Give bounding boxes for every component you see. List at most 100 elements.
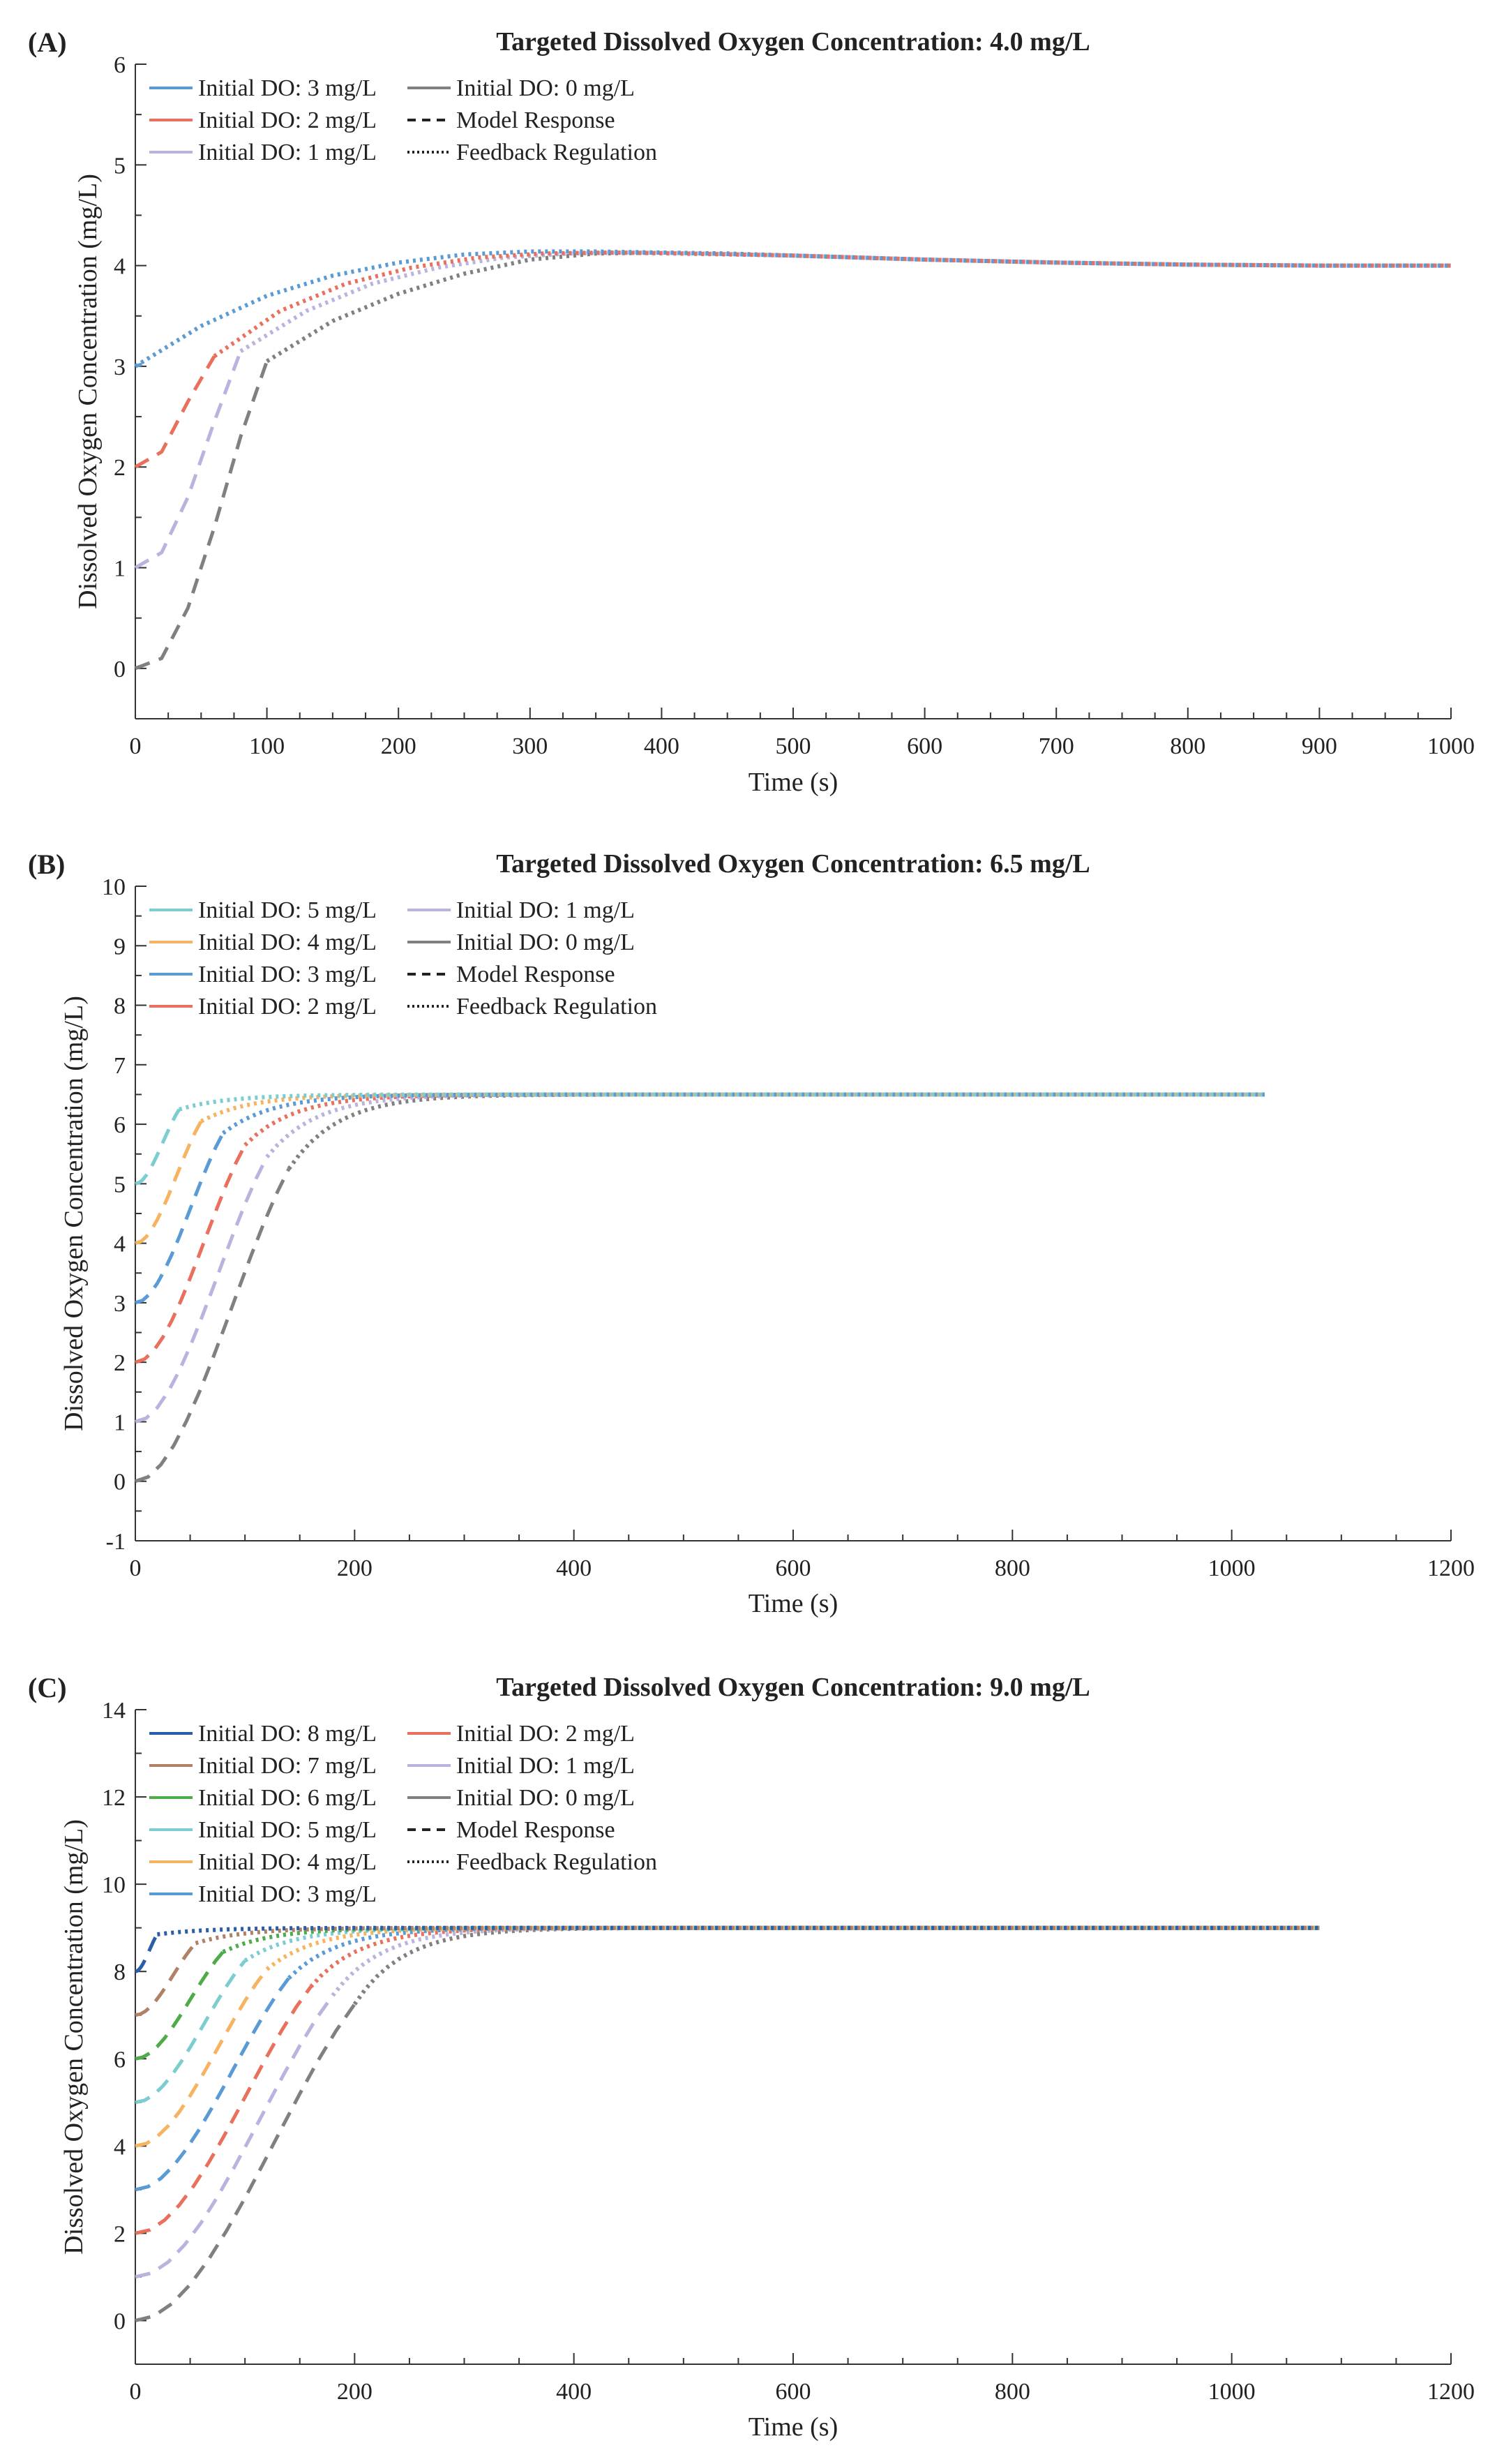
legend-entry: Feedback Regulation xyxy=(456,1849,657,1875)
panel-label: (B) xyxy=(28,849,65,880)
chart-title: Targeted Dissolved Oxygen Concentration:… xyxy=(496,27,1090,57)
feedback-regulation-line-0 xyxy=(352,1925,1320,2006)
x-tick-label: 100 xyxy=(249,733,285,759)
y-tick-label: 3 xyxy=(114,1291,126,1317)
x-tick-label: 0 xyxy=(130,733,142,759)
legend-entry: Initial DO: 7 mg/L xyxy=(198,1753,377,1779)
x-tick-label: 200 xyxy=(337,1555,373,1581)
model-response-line-2 xyxy=(134,355,216,469)
y-tick-label: 4 xyxy=(114,1232,126,1257)
y-tick-label: 2 xyxy=(114,455,126,481)
feedback-regulation-line-1 xyxy=(265,1092,1265,1158)
legend-entry: Feedback Regulation xyxy=(456,994,657,1020)
x-tick-label: 900 xyxy=(1302,733,1337,759)
x-tick-label: 300 xyxy=(512,733,548,759)
chart-title: Targeted Dissolved Oxygen Concentration:… xyxy=(496,849,1090,879)
x-tick-label: 1000 xyxy=(1208,2379,1256,2405)
y-tick-label: 12 xyxy=(102,1785,126,1811)
y-axis-label: Dissolved Oxygen Concentration (mg/L) xyxy=(59,996,89,1431)
y-tick-label: 2 xyxy=(114,1350,126,1376)
x-tick-label: 0 xyxy=(130,1555,142,1581)
chart-panel-b: (B) Targeted Dissolved Oxygen Concentrati… xyxy=(28,849,1475,1618)
feedback-regulation-line-1 xyxy=(331,1925,1320,1997)
feedback-regulation-line-8 xyxy=(157,1925,1320,1936)
legend-entry: Initial DO: 1 mg/L xyxy=(198,140,377,165)
x-tick-label: 400 xyxy=(644,733,679,759)
chart-title: Targeted Dissolved Oxygen Concentration:… xyxy=(496,1673,1090,1702)
y-tick-label: 10 xyxy=(102,874,126,900)
x-tick-label: 800 xyxy=(1170,733,1205,759)
y-tick-label: 4 xyxy=(114,2134,126,2160)
model-response-line-4 xyxy=(135,1968,269,2148)
x-tick-label: 800 xyxy=(995,2379,1030,2405)
chart-panel-c: (C) Targeted Dissolved Oxygen Concentrati… xyxy=(28,1672,1475,2442)
x-tick-label: 200 xyxy=(337,2379,373,2405)
legend-entry: Initial DO: 3 mg/L xyxy=(198,962,377,987)
legend-entry: Initial DO: 2 mg/L xyxy=(456,1721,635,1747)
panel-label: (C) xyxy=(28,1672,67,1703)
model-response-line-4 xyxy=(135,1120,203,1245)
legend-entry: Initial DO: 2 mg/L xyxy=(198,107,377,133)
feedback-regulation-line-1 xyxy=(239,250,1451,353)
y-tick-label: 2 xyxy=(114,2221,126,2247)
y-tick-label: 14 xyxy=(102,1698,126,1724)
model-response-line-8 xyxy=(135,1933,159,1973)
feedback-regulation-line-5 xyxy=(179,1092,1265,1112)
feedback-regulation-line-0 xyxy=(266,250,1451,364)
y-tick-label: 0 xyxy=(114,1470,126,1495)
model-response-line-2 xyxy=(135,1144,247,1364)
x-tick-label: 1000 xyxy=(1427,733,1475,759)
y-tick-label: 6 xyxy=(114,1112,126,1138)
x-tick-label: 1000 xyxy=(1208,1555,1256,1581)
y-tick-label: 5 xyxy=(114,1172,126,1197)
legend-entry: Model Response xyxy=(456,107,615,133)
x-tick-label: 800 xyxy=(995,1555,1030,1581)
model-response-line-1 xyxy=(134,350,243,569)
model-response-line-0 xyxy=(135,360,269,671)
x-axis-label: Time (s) xyxy=(749,768,838,797)
legend-entry: Initial DO: 5 mg/L xyxy=(198,1817,377,1843)
feedback-regulation-line-2 xyxy=(243,1092,1265,1147)
x-tick-label: 400 xyxy=(556,1555,592,1581)
legend-entry: Initial DO: 8 mg/L xyxy=(198,1721,377,1747)
feedback-regulation-line-3 xyxy=(221,1092,1265,1135)
y-axis-label: Dissolved Oxygen Concentration (mg/L) xyxy=(73,174,103,609)
legend-entry: Initial DO: 1 mg/L xyxy=(456,1753,635,1779)
model-response-line-3 xyxy=(135,1977,291,2192)
model-response-line-5 xyxy=(135,1108,181,1186)
y-tick-label: 5 xyxy=(114,153,126,179)
model-response-line-7 xyxy=(135,1941,197,2017)
legend-entry: Model Response xyxy=(456,1817,615,1843)
legend-entry: Initial DO: 6 mg/L xyxy=(198,1785,377,1811)
legend-entry: Initial DO: 3 mg/L xyxy=(198,75,377,101)
x-tick-label: 600 xyxy=(776,1555,811,1581)
feedback-regulation-line-5 xyxy=(243,1925,1320,1963)
legend-entry: Initial DO: 1 mg/L xyxy=(456,897,635,923)
y-axis-label: Dissolved Oxygen Concentration (mg/L) xyxy=(59,1819,89,2255)
legend-entry: Initial DO: 3 mg/L xyxy=(198,1881,377,1907)
y-tick-label: 1 xyxy=(114,1410,126,1435)
y-tick-label: 6 xyxy=(114,2047,126,2073)
panel-label: (A) xyxy=(28,27,67,58)
y-tick-label: 9 xyxy=(114,934,126,960)
y-tick-label: 7 xyxy=(114,1053,126,1079)
legend-entry: Initial DO: 0 mg/L xyxy=(456,75,635,101)
feedback-regulation-line-2 xyxy=(309,1925,1320,1989)
x-tick-label: 0 xyxy=(130,2379,142,2405)
x-tick-label: 200 xyxy=(381,733,416,759)
y-tick-label: 3 xyxy=(114,354,126,380)
feedback-regulation-line-2 xyxy=(213,250,1451,358)
legend-entry: Initial DO: 5 mg/L xyxy=(198,897,377,923)
legend-entry: Feedback Regulation xyxy=(456,140,657,165)
x-tick-label: 1200 xyxy=(1427,2379,1475,2405)
y-tick-label: 1 xyxy=(114,556,126,582)
feedback-regulation-line-3 xyxy=(134,249,1451,368)
x-tick-label: 500 xyxy=(776,733,811,759)
y-tick-label: 0 xyxy=(114,2308,126,2334)
model-response-line-0 xyxy=(135,2003,356,2322)
y-tick-label: 0 xyxy=(114,657,126,682)
model-response-line-3 xyxy=(135,1132,225,1305)
x-tick-label: 700 xyxy=(1039,733,1074,759)
y-tick-label: 4 xyxy=(114,254,126,280)
